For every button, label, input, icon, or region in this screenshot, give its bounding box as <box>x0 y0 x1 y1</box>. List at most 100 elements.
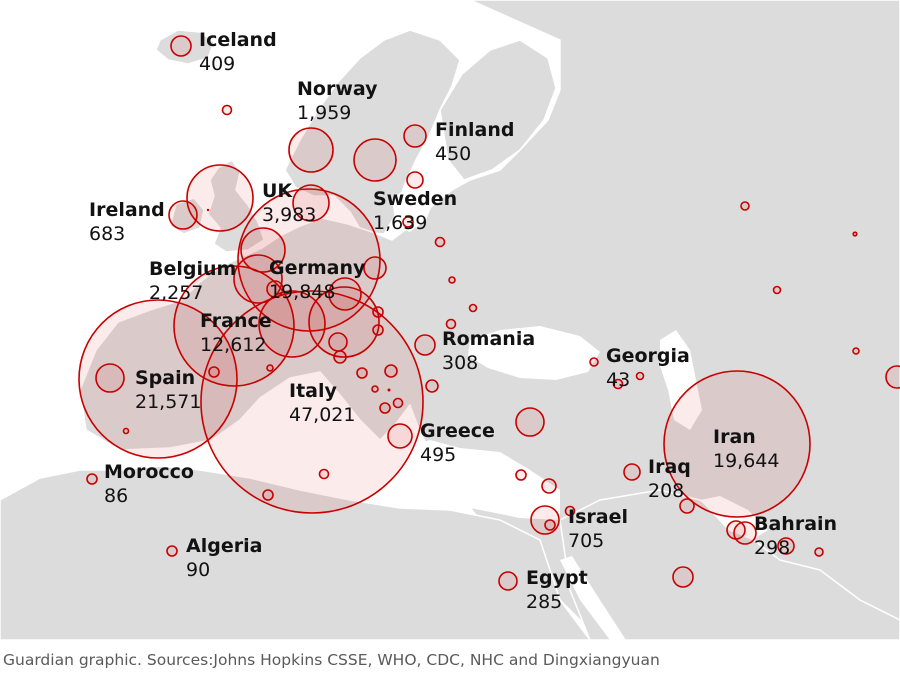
bubble-albania <box>379 402 391 414</box>
label-greece-name: Greece <box>420 420 495 442</box>
bubble-italy <box>200 290 424 514</box>
bubble-lebanon <box>541 478 557 494</box>
label-finland-value: 450 <box>435 143 471 165</box>
label-iraq-name: Iraq <box>648 456 691 478</box>
label-israel-name: Israel <box>568 506 628 528</box>
land-ireland <box>169 197 205 235</box>
land-scandinavia <box>284 29 461 235</box>
bubble-serbia <box>384 364 398 378</box>
caspian-sea <box>660 330 702 430</box>
bubble-greece <box>387 423 413 449</box>
bubble-montenegro <box>371 385 379 393</box>
bubble-iceland <box>170 35 192 57</box>
label-ireland-name: Ireland <box>89 199 165 221</box>
label-ireland-value: 683 <box>89 223 125 245</box>
label-romania-value: 308 <box>442 352 478 374</box>
bubble-ireland <box>168 200 198 230</box>
bubble-bosnia <box>356 367 368 379</box>
bubble-russia <box>740 201 750 211</box>
label-greece-value: 495 <box>420 444 456 466</box>
bubble-croatia <box>333 350 347 364</box>
label-belgium-value: 2,257 <box>149 282 203 304</box>
bubble-georgia <box>589 357 599 367</box>
bubble-norway <box>288 127 334 173</box>
bubble-jordan <box>564 505 576 517</box>
bubble-east-russia <box>852 231 858 237</box>
bubble-czech <box>328 277 362 311</box>
red-sea <box>560 556 626 640</box>
mediterranean-sea <box>200 440 560 520</box>
label-morocco-name: Morocco <box>104 461 194 483</box>
bubble-denmark <box>292 184 330 222</box>
label-iran-value: 19,644 <box>713 450 779 472</box>
dot-uk-center <box>206 208 210 212</box>
bubble-algeria <box>166 545 178 557</box>
label-uk-name: UK <box>262 180 293 202</box>
label-spain-name: Spain <box>135 367 195 389</box>
bubble-bulgaria <box>425 379 439 393</box>
label-iceland-value: 409 <box>199 53 235 75</box>
label-iraq-value: 208 <box>648 480 684 502</box>
label-algeria-name: Algeria <box>186 535 262 557</box>
bubble-switzerland <box>258 290 326 358</box>
land-layer <box>0 0 900 641</box>
bubble-portugal <box>95 363 125 393</box>
bubble-iran <box>663 370 811 518</box>
label-iceland-name: Iceland <box>199 29 277 51</box>
bubble-austria <box>308 286 380 358</box>
bubble-estonia <box>406 171 424 189</box>
bubble-poland <box>363 256 387 280</box>
bubble-spain <box>78 299 238 459</box>
label-italy-value: 47,021 <box>289 404 355 426</box>
bubble-lithuania <box>434 236 446 248</box>
baltic-sea <box>392 152 440 232</box>
land-north-africa <box>0 465 591 641</box>
label-uk-value: 3,983 <box>262 204 316 226</box>
bubble-andorra <box>208 366 220 378</box>
label-france-name: France <box>200 310 272 332</box>
bubble-oman <box>814 547 824 557</box>
case-bubbles <box>78 35 900 591</box>
bubble-cyprus <box>515 469 527 481</box>
inner-seas <box>200 152 768 640</box>
label-egypt-name: Egypt <box>526 567 588 589</box>
label-spain-value: 21,571 <box>135 391 201 413</box>
bubble-kuwait <box>679 498 695 514</box>
land-arabia <box>559 489 900 641</box>
bubble-uzbekistan <box>852 347 860 355</box>
land-iceland <box>155 29 215 65</box>
bubble-latvia <box>402 216 414 228</box>
label-algeria-value: 90 <box>186 559 210 581</box>
bubble-monaco <box>266 364 274 372</box>
label-sweden-name: Sweden <box>373 188 457 210</box>
land-finland <box>439 39 557 181</box>
label-bahrain-value: 298 <box>754 537 790 559</box>
bubble-ukraine <box>468 303 478 313</box>
bubble-tunisia <box>262 489 274 501</box>
label-italy-name: Italy <box>289 380 337 402</box>
label-georgia-name: Georgia <box>606 345 690 367</box>
bubble-sweden <box>353 138 397 182</box>
label-norway-value: 1,959 <box>297 102 351 124</box>
label-germany-name: Germany <box>269 257 366 279</box>
bubble-macedonia <box>392 397 404 409</box>
bubble-france <box>173 265 295 387</box>
bubble-turkey <box>515 407 545 437</box>
bubble-azerbaijan <box>612 378 624 390</box>
bubble-afghanistan <box>885 365 900 389</box>
bubble-romania <box>414 334 436 356</box>
bubble-israel <box>530 505 560 535</box>
persian-gulf <box>700 496 768 540</box>
country-labels: Iceland 409 Norway 1,959 Finland 450 UK … <box>89 29 837 613</box>
bubble-saudi <box>672 566 694 588</box>
label-france-value: 12,612 <box>200 334 266 356</box>
bubble-malta <box>318 468 330 480</box>
label-georgia-value: 43 <box>606 369 630 391</box>
label-norway-name: Norway <box>297 78 378 100</box>
bubble-faroe <box>221 104 233 116</box>
black-sea <box>468 326 600 380</box>
label-israel-value: 705 <box>568 530 604 552</box>
land-great-britain <box>207 159 265 253</box>
label-romania-name: Romania <box>442 328 535 350</box>
